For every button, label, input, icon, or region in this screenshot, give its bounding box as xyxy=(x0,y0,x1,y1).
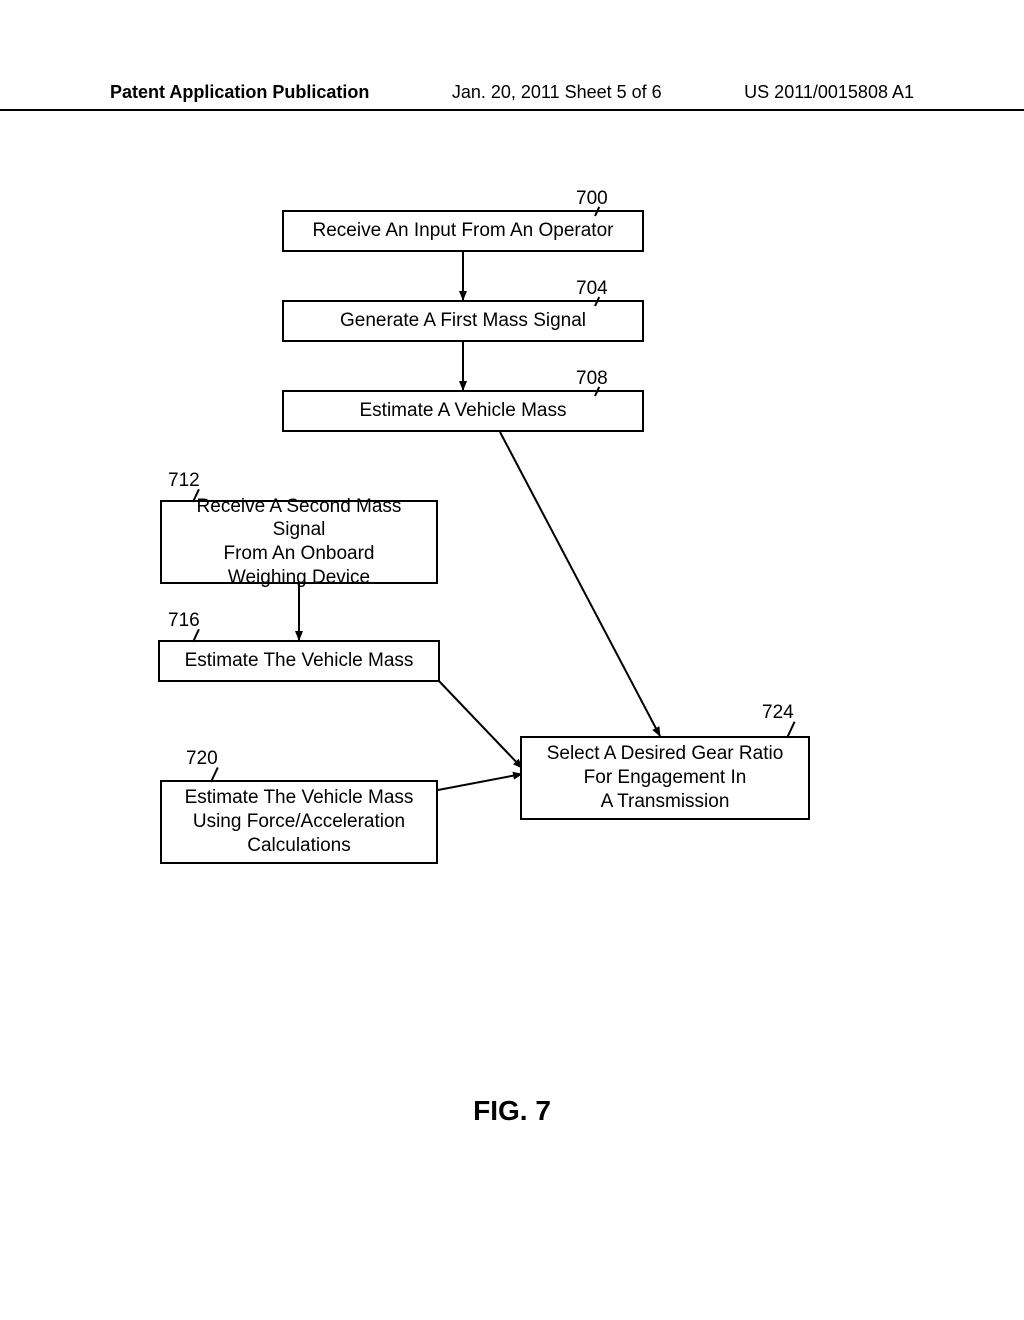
flowchart-node-b704: Generate A First Mass Signal xyxy=(282,300,644,342)
flowchart-node-b724: Select A Desired Gear Ratio For Engageme… xyxy=(520,736,810,820)
node-label-b708: 708 xyxy=(576,368,608,390)
header-mid: Jan. 20, 2011 Sheet 5 of 6 xyxy=(452,82,662,103)
node-label-b724: 724 xyxy=(762,702,794,724)
figure-caption: FIG. 7 xyxy=(0,1095,1024,1127)
flowchart-node-b716: Estimate The Vehicle Mass xyxy=(158,640,440,682)
flowchart-node-b700: Receive An Input From An Operator xyxy=(282,210,644,252)
node-label-b720: 720 xyxy=(186,748,218,770)
flowchart-node-b712: Receive A Second Mass Signal From An Onb… xyxy=(160,500,438,584)
node-label-b704: 704 xyxy=(576,278,608,300)
flowchart-node-b720: Estimate The Vehicle Mass Using Force/Ac… xyxy=(160,780,438,864)
header-left: Patent Application Publication xyxy=(110,82,369,103)
node-label-b712: 712 xyxy=(168,470,200,492)
header-right: US 2011/0015808 A1 xyxy=(744,82,914,103)
flowchart-diagram: Receive An Input From An Operator700 Gene… xyxy=(0,170,1024,1070)
flowchart-node-b708: Estimate A Vehicle Mass xyxy=(282,390,644,432)
node-label-b716: 716 xyxy=(168,610,200,632)
node-label-b700: 700 xyxy=(576,188,608,210)
page-header: Patent Application Publication Jan. 20, … xyxy=(0,82,1024,111)
